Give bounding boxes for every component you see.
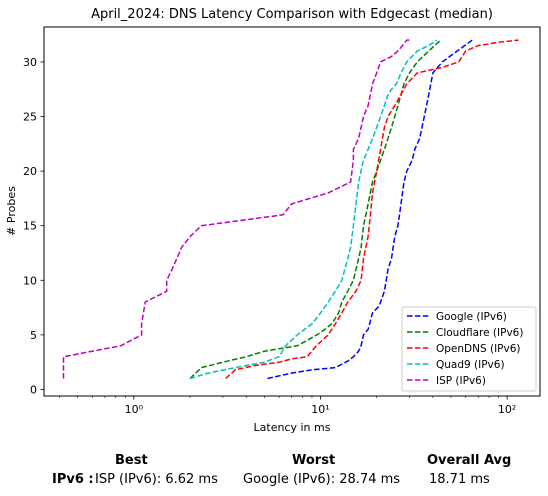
plot-lines <box>62 39 519 380</box>
y-tick-label: 20 <box>23 165 37 178</box>
y-axis: 0 5 10 15 20 25 30 <box>23 56 44 396</box>
legend-label: Quad9 (IPv6) <box>436 359 505 371</box>
y-axis-label: # Probes <box>5 186 18 236</box>
x-tick-label: 10⁰ <box>125 403 144 416</box>
best-header: Best <box>115 453 148 468</box>
x-tick-label: 10¹ <box>311 403 329 416</box>
y-tick-label: 25 <box>23 111 37 124</box>
legend: Google (IPv6) Cloudflare (IPv6) OpenDNS (I… <box>401 306 537 392</box>
latency-chart: April_2024: DNS Latency Comparison with … <box>5 7 541 434</box>
y-tick-label: 0 <box>30 383 37 396</box>
chart-title: April_2024: DNS Latency Comparison with … <box>91 7 493 22</box>
legend-label: Cloudflare (IPv6) <box>436 327 523 339</box>
legend-label: Google (IPv6) <box>436 311 507 323</box>
y-tick-label: 15 <box>23 220 37 233</box>
worst-value: Google (IPv6): 28.74 ms <box>243 472 401 487</box>
series-line-1 <box>189 39 442 380</box>
y-tick-label: 30 <box>23 56 37 69</box>
x-axis-label: Latency in ms <box>254 421 331 434</box>
overall-avg-header: Overall Avg <box>427 453 512 468</box>
series-line-4 <box>62 39 410 379</box>
x-tick-label: 10² <box>498 403 516 416</box>
overall-avg-value: 18.71 ms <box>429 472 490 487</box>
summary-panel: Best Worst Overall Avg IPv6 : ISP (IPv6)… <box>0 448 548 496</box>
protocol-label: IPv6 : <box>52 472 94 487</box>
series-line-3 <box>189 39 438 380</box>
best-value: ISP (IPv6): 6.62 ms <box>95 472 218 487</box>
series-line-0 <box>267 39 473 380</box>
x-axis: 10⁰ 10¹ 10² <box>59 396 516 416</box>
legend-label: ISP (IPv6) <box>436 375 486 387</box>
y-tick-label: 5 <box>30 329 37 342</box>
plot-frame <box>43 26 541 397</box>
legend-label: OpenDNS (IPv6) <box>436 343 521 355</box>
y-tick-label: 10 <box>23 274 37 287</box>
series-line-2 <box>225 39 519 380</box>
worst-header: Worst <box>292 453 336 468</box>
legend-box <box>401 306 537 392</box>
